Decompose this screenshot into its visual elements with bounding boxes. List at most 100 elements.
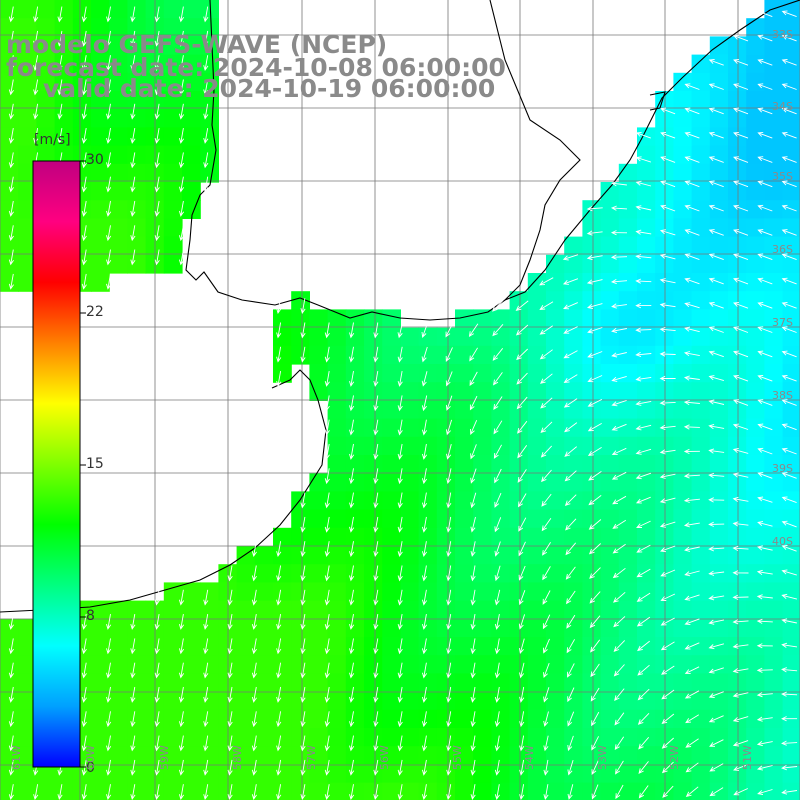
wind-speed-cell (728, 273, 747, 292)
wind-speed-cell (764, 709, 784, 729)
wind-speed-cell (618, 345, 638, 365)
wind-speed-cell (200, 709, 219, 729)
wind-speed-cell (618, 400, 638, 420)
wind-speed-cell (327, 546, 347, 565)
wind-speed-cell (728, 400, 747, 420)
wind-speed-cell (764, 418, 784, 438)
wind-speed-cell (127, 655, 147, 674)
wind-speed-cell (582, 436, 602, 456)
wind-speed-cell (254, 709, 274, 729)
wind-speed-cell (582, 600, 602, 620)
wind-arrow (610, 254, 628, 260)
wind-arrow (781, 374, 797, 382)
wind-speed-cell (182, 709, 201, 729)
wind-speed-cell (436, 709, 456, 729)
wind-speed-cell (382, 728, 401, 747)
wind-speed-cell (345, 709, 365, 729)
wind-arrow (611, 181, 627, 187)
wind-speed-cell (746, 327, 765, 347)
wind-speed-cell (691, 728, 711, 747)
wind-arrow (470, 735, 476, 752)
wind-speed-cell (746, 109, 765, 128)
wind-speed-cell (691, 182, 711, 201)
wind-speed-cell (527, 637, 547, 656)
wind-speed-cell (546, 382, 565, 401)
wind-speed-cell (273, 345, 292, 365)
wind-arrow (638, 785, 649, 799)
wind-arrow (519, 662, 525, 679)
wind-speed-cell (418, 782, 438, 800)
wind-speed-cell (582, 782, 602, 800)
wind-speed-cell (36, 764, 56, 784)
wind-speed-cell (637, 455, 656, 474)
wind-speed-cell (728, 127, 747, 147)
wind-speed-cell (18, 218, 37, 238)
wind-arrow (300, 541, 306, 558)
wind-speed-cell (564, 782, 583, 800)
wind-speed-cell (109, 618, 128, 638)
wind-arrow (659, 326, 676, 333)
wind-speed-cell (309, 709, 329, 729)
wind-speed-cell (382, 473, 401, 492)
wind-arrow (8, 103, 14, 120)
wind-arrow (251, 541, 257, 558)
wind-speed-cell (91, 145, 110, 165)
wind-arrow (397, 711, 403, 728)
wind-arrow (611, 327, 627, 334)
wind-speed-cell (618, 291, 638, 310)
wind-speed-cell (600, 691, 620, 711)
wind-speed-cell (18, 728, 37, 747)
wind-speed-cell (364, 364, 383, 383)
wind-speed-cell (291, 764, 310, 784)
wind-speed-cell (382, 382, 401, 401)
wind-arrow (635, 327, 652, 333)
wind-arrow (421, 322, 429, 338)
wind-arrow (516, 348, 529, 361)
wind-speed-cell (673, 728, 693, 747)
wind-arrow (130, 249, 136, 266)
wind-arrow (446, 735, 452, 752)
wind-arrow (683, 399, 700, 406)
wind-arrow (373, 759, 379, 776)
wind-speed-cell (637, 364, 656, 383)
wind-arrow (661, 689, 675, 700)
wind-speed-cell (746, 600, 765, 620)
wind-arrow (683, 522, 700, 528)
wind-arrow (397, 589, 403, 606)
wind-speed-cell (509, 418, 529, 438)
wind-arrow (446, 759, 452, 776)
wind-arrow (613, 664, 625, 677)
wind-arrow (540, 397, 553, 409)
wind-speed-cell (418, 327, 438, 347)
wind-speed-cell (491, 527, 511, 547)
wind-arrow (588, 519, 602, 530)
wind-arrow (178, 30, 185, 47)
wind-speed-cell (127, 673, 147, 693)
wind-speed-cell (618, 182, 638, 201)
wind-speed-cell (109, 72, 128, 92)
wind-speed-cell (418, 728, 438, 747)
wind-arrow (518, 614, 526, 630)
wind-speed-cell (618, 327, 638, 347)
wind-speed-cell (527, 509, 547, 529)
wind-speed-cell (709, 618, 729, 638)
wind-arrow (591, 760, 599, 776)
wind-speed-cell (91, 182, 110, 201)
wind-arrow (445, 347, 453, 362)
wind-speed-cell (345, 546, 365, 565)
wind-arrow (494, 759, 500, 776)
wind-speed-cell (673, 436, 693, 456)
wind-speed-cell (163, 0, 183, 19)
wind-arrow (637, 688, 650, 701)
wind-speed-cell (182, 764, 201, 784)
wind-arrow (564, 494, 577, 507)
wind-speed-cell (637, 564, 656, 583)
wind-arrow (203, 103, 209, 120)
wind-arrow (178, 784, 185, 800)
wind-speed-cell (109, 127, 128, 147)
wind-speed-cell (782, 163, 800, 183)
wind-arrow (586, 255, 603, 261)
wind-speed-cell (382, 491, 401, 511)
wind-arrow (587, 303, 603, 309)
wind-arrow (154, 759, 160, 776)
